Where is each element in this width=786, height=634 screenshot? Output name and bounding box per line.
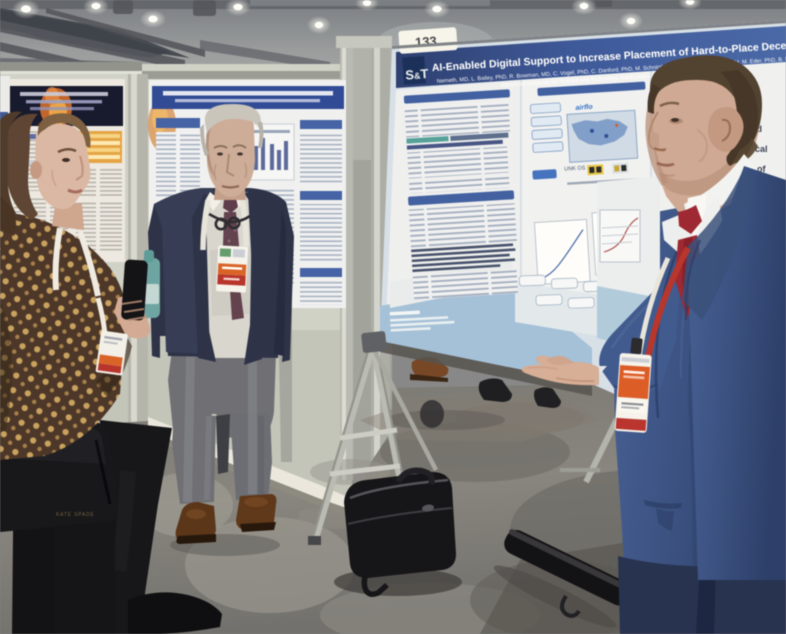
svg-text:UNK OS: UNK OS — [564, 165, 586, 172]
svg-text:S&T: S&T — [405, 66, 429, 83]
svg-text:133: 133 — [415, 33, 438, 49]
svg-text:airflo: airflo — [575, 104, 593, 112]
svg-text:KATE SPADE: KATE SPADE — [56, 512, 95, 518]
